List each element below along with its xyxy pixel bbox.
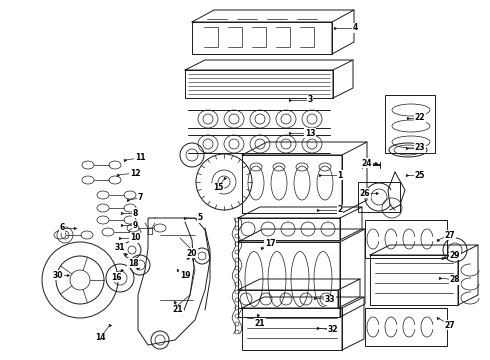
Text: 12: 12 bbox=[130, 168, 140, 177]
Bar bbox=[358, 182, 400, 212]
Text: 8: 8 bbox=[132, 208, 138, 217]
Text: 15: 15 bbox=[213, 184, 223, 193]
Bar bbox=[385, 95, 435, 153]
Text: 14: 14 bbox=[95, 333, 105, 342]
Bar bbox=[365, 220, 447, 258]
Text: 10: 10 bbox=[130, 234, 140, 243]
Text: 18: 18 bbox=[128, 258, 138, 267]
Text: 4: 4 bbox=[352, 23, 358, 32]
Text: 2: 2 bbox=[338, 206, 343, 215]
Text: 27: 27 bbox=[445, 230, 455, 239]
Text: 24: 24 bbox=[362, 158, 372, 167]
Text: 33: 33 bbox=[325, 296, 335, 305]
Text: 25: 25 bbox=[415, 171, 425, 180]
Bar bbox=[365, 308, 447, 346]
Text: 7: 7 bbox=[137, 194, 143, 202]
Text: 28: 28 bbox=[450, 275, 460, 284]
Text: 13: 13 bbox=[305, 129, 315, 138]
Text: 32: 32 bbox=[328, 325, 338, 334]
Text: 23: 23 bbox=[415, 144, 425, 153]
Text: 1: 1 bbox=[338, 171, 343, 180]
Text: 29: 29 bbox=[450, 251, 460, 260]
Text: 20: 20 bbox=[187, 248, 197, 257]
Text: 17: 17 bbox=[265, 238, 275, 248]
Text: 21: 21 bbox=[255, 319, 265, 328]
Text: 11: 11 bbox=[135, 153, 145, 162]
Text: 21: 21 bbox=[173, 306, 183, 315]
Text: 31: 31 bbox=[115, 243, 125, 252]
Text: 9: 9 bbox=[132, 220, 138, 230]
Text: 19: 19 bbox=[180, 270, 190, 279]
Text: 30: 30 bbox=[53, 270, 63, 279]
Text: 22: 22 bbox=[415, 113, 425, 122]
Text: 5: 5 bbox=[197, 213, 202, 222]
Text: 16: 16 bbox=[111, 273, 121, 282]
Text: 6: 6 bbox=[59, 224, 65, 233]
Text: 26: 26 bbox=[360, 189, 370, 198]
Text: 27: 27 bbox=[445, 320, 455, 329]
Text: 3: 3 bbox=[307, 95, 313, 104]
